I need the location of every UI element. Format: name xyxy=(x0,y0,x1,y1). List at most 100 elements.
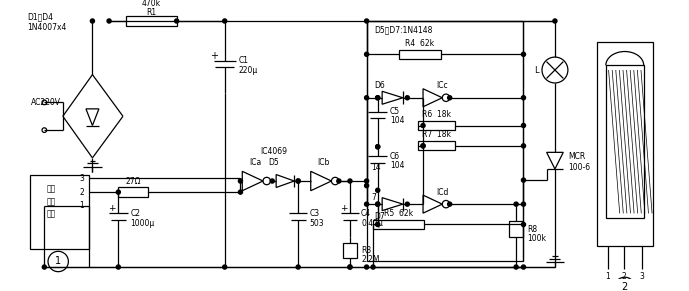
Circle shape xyxy=(522,202,526,206)
Circle shape xyxy=(223,265,227,269)
Text: ICa: ICa xyxy=(249,158,261,167)
Circle shape xyxy=(522,178,526,182)
Text: R8: R8 xyxy=(527,225,537,234)
Circle shape xyxy=(116,190,121,194)
Text: R3: R3 xyxy=(361,246,371,255)
Circle shape xyxy=(238,179,243,183)
Circle shape xyxy=(522,96,526,100)
Circle shape xyxy=(116,265,121,269)
Circle shape xyxy=(364,96,369,100)
Text: 7: 7 xyxy=(371,193,376,202)
Circle shape xyxy=(364,202,369,206)
Text: R1: R1 xyxy=(146,8,156,17)
Text: ICd: ICd xyxy=(436,188,449,197)
Bar xyxy=(606,65,644,218)
Text: C4: C4 xyxy=(361,209,371,218)
Circle shape xyxy=(522,222,526,226)
Text: 27Ω: 27Ω xyxy=(125,177,141,186)
Text: AC220V: AC220V xyxy=(32,98,61,107)
Circle shape xyxy=(376,188,380,192)
Bar xyxy=(342,243,358,258)
Circle shape xyxy=(270,179,274,183)
Circle shape xyxy=(553,19,557,23)
Text: 红外: 红外 xyxy=(47,184,56,193)
Circle shape xyxy=(364,184,369,188)
Text: 1N4007x4: 1N4007x4 xyxy=(28,23,67,32)
Circle shape xyxy=(223,19,227,23)
Circle shape xyxy=(296,179,300,183)
Text: 2.2M: 2.2M xyxy=(361,255,380,264)
Circle shape xyxy=(405,202,409,206)
Text: 1000μ: 1000μ xyxy=(130,219,154,228)
Text: IC4069: IC4069 xyxy=(260,147,287,156)
Text: 100k: 100k xyxy=(527,234,546,243)
Bar xyxy=(373,220,424,229)
Circle shape xyxy=(448,96,452,100)
Circle shape xyxy=(421,144,425,148)
Circle shape xyxy=(348,265,352,269)
Circle shape xyxy=(42,265,46,269)
Text: 1: 1 xyxy=(79,201,84,210)
Text: ICc: ICc xyxy=(437,81,449,90)
Text: R7  18k: R7 18k xyxy=(422,130,451,139)
Bar xyxy=(367,21,524,262)
Text: +: + xyxy=(108,204,116,213)
Text: 2: 2 xyxy=(79,188,84,197)
Circle shape xyxy=(364,52,369,56)
Text: ICb: ICb xyxy=(318,158,330,167)
Circle shape xyxy=(296,265,300,269)
Circle shape xyxy=(364,19,369,23)
Text: MCR: MCR xyxy=(568,152,585,162)
Text: 线接: 线接 xyxy=(47,197,56,206)
Bar xyxy=(399,50,440,59)
Circle shape xyxy=(522,52,526,56)
Circle shape xyxy=(522,265,526,269)
Text: C6: C6 xyxy=(390,152,400,161)
Bar xyxy=(597,42,653,246)
Circle shape xyxy=(348,265,352,269)
Bar xyxy=(30,175,89,249)
Circle shape xyxy=(364,179,369,183)
Text: 470k: 470k xyxy=(142,0,161,8)
Circle shape xyxy=(376,96,380,100)
Bar xyxy=(418,141,455,150)
Text: C5: C5 xyxy=(390,107,400,116)
Text: 收头: 收头 xyxy=(47,210,56,219)
Circle shape xyxy=(371,265,375,269)
Circle shape xyxy=(376,202,380,206)
Circle shape xyxy=(514,265,518,269)
Bar xyxy=(125,16,176,26)
Text: 104: 104 xyxy=(390,161,404,170)
Text: C1: C1 xyxy=(238,56,249,65)
Circle shape xyxy=(337,179,341,183)
Circle shape xyxy=(421,123,425,127)
Circle shape xyxy=(107,19,111,23)
Bar xyxy=(418,121,455,130)
Circle shape xyxy=(348,179,352,183)
Text: 1: 1 xyxy=(606,272,610,281)
Circle shape xyxy=(448,202,452,206)
Text: D1～D4: D1～D4 xyxy=(28,13,54,22)
Text: L: L xyxy=(534,65,538,74)
Text: 2: 2 xyxy=(622,272,627,281)
Circle shape xyxy=(421,144,425,148)
Circle shape xyxy=(405,96,409,100)
Circle shape xyxy=(522,144,526,148)
Circle shape xyxy=(376,145,380,149)
Text: 3: 3 xyxy=(639,272,644,281)
Text: 1: 1 xyxy=(55,256,61,267)
Text: R6  18k: R6 18k xyxy=(422,110,451,119)
Text: 104: 104 xyxy=(390,116,404,125)
Circle shape xyxy=(90,19,94,23)
Text: D5: D5 xyxy=(268,158,279,167)
Bar xyxy=(119,187,148,197)
Text: C2: C2 xyxy=(130,209,141,218)
Circle shape xyxy=(376,222,380,226)
Circle shape xyxy=(174,19,178,23)
Circle shape xyxy=(296,179,300,183)
Circle shape xyxy=(364,265,369,269)
Circle shape xyxy=(376,96,380,100)
Circle shape xyxy=(376,202,380,206)
Text: 3: 3 xyxy=(79,174,84,183)
Text: +: + xyxy=(210,51,218,61)
